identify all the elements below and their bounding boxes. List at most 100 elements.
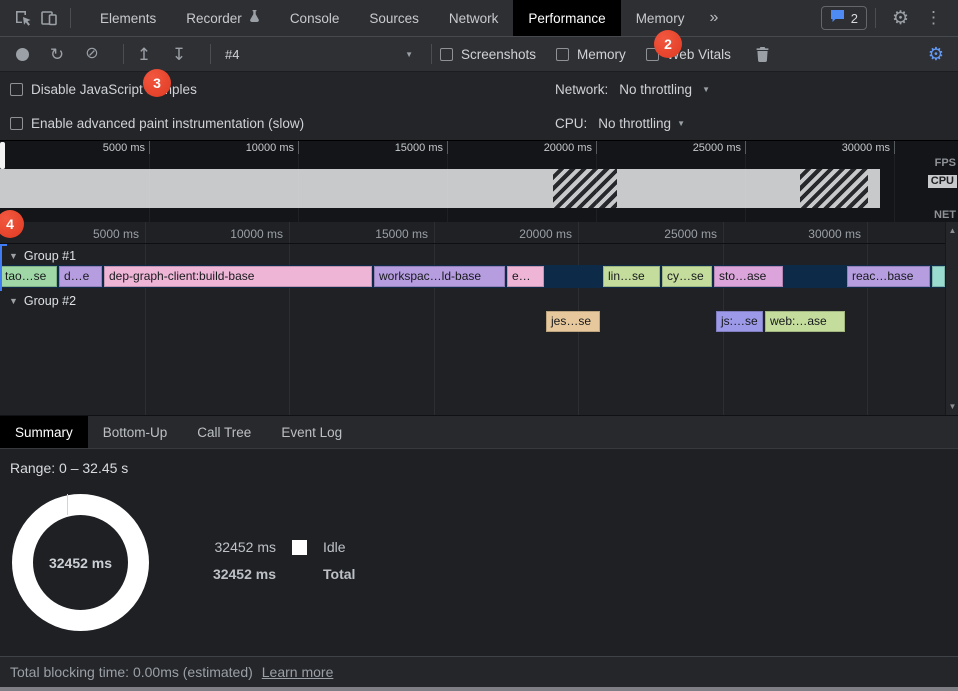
tab-performance[interactable]: Performance: [513, 0, 621, 36]
history-select[interactable]: #4 ▼: [225, 47, 413, 62]
network-label: Network:: [555, 81, 609, 97]
cpu-label: CPU:: [555, 115, 588, 131]
group-label: Group #2: [23, 294, 77, 308]
scroll-down-icon[interactable]: ▼: [948, 402, 957, 411]
tabbar-right-cluster: 2 ⚙ ⋮: [820, 6, 958, 30]
window-edge: [0, 687, 958, 691]
tab-recorder[interactable]: Recorder: [171, 0, 275, 36]
overview-grid-column: [596, 141, 597, 223]
more-tabs-chevron[interactable]: »: [709, 9, 719, 26]
clear-recording-icon[interactable]: ⊘: [85, 45, 99, 62]
flame-chart[interactable]: ▼ Group #1 tao…se d…e dep-graph-client:bui…: [0, 222, 958, 415]
group-1-header[interactable]: ▼ Group #1: [9, 249, 76, 263]
advanced-paint-checkbox[interactable]: Enable advanced paint instrumentation (s…: [10, 116, 304, 131]
overview-tick-mark: [745, 141, 746, 154]
tab-elements[interactable]: Elements: [85, 0, 171, 36]
checkbox-icon: [440, 47, 453, 61]
cpu-lane-label: CPU: [927, 175, 957, 188]
flame-bar[interactable]: reac…base: [847, 266, 930, 287]
checkbox-label: Screenshots: [461, 46, 537, 62]
flame-bar[interactable]: tao…se: [0, 266, 57, 287]
group-label: Group #1: [23, 249, 77, 263]
device-toolbar-icon[interactable]: [36, 5, 62, 31]
flame-bar[interactable]: dep-graph-client:build-base: [104, 266, 372, 287]
flame-bar[interactable]: workspac…ld-base: [374, 266, 505, 287]
tab-memory[interactable]: Memory: [621, 0, 700, 36]
chevron-down-icon: ▼: [702, 84, 710, 94]
fps-lane-label: FPS: [934, 157, 956, 169]
tab-label: Memory: [635, 10, 685, 26]
vertical-scrollbar[interactable]: ▲ ▼: [945, 222, 958, 415]
load-profile-icon[interactable]: ↥: [136, 44, 152, 64]
message-bubble-icon: [830, 10, 845, 26]
legend-value: 32452 ms: [212, 566, 276, 582]
divider: [874, 8, 876, 28]
overview-grid-column: [298, 141, 299, 223]
tab-event-log[interactable]: Event Log: [266, 416, 357, 448]
learn-more-link[interactable]: Learn more: [261, 664, 334, 680]
annotation-badge-3: 3: [143, 69, 171, 97]
checkbox-icon: [556, 47, 570, 61]
tab-network[interactable]: Network: [434, 0, 514, 36]
net-lane-label: NET: [934, 209, 956, 221]
overview-tick-label: 10000 ms: [245, 142, 294, 154]
inspect-element-icon[interactable]: [10, 5, 36, 31]
details-tabbar: Summary Bottom-Up Call Tree Event Log: [0, 415, 958, 449]
flame-tick-label: 10000 ms: [230, 227, 283, 241]
chevron-down-icon: ▼: [405, 49, 413, 59]
legend-spacer: [292, 567, 307, 582]
memory-checkbox[interactable]: Memory: [556, 47, 626, 62]
devtools-tabbar: Elements Recorder Console Sources Networ…: [0, 0, 958, 37]
chevron-down-icon: ▼: [677, 118, 685, 128]
overview-window-handle[interactable]: [0, 142, 5, 169]
capture-settings-gear-icon[interactable]: ⚙: [927, 43, 944, 64]
cpu-hatch-region: [800, 169, 868, 208]
flame-bar[interactable]: jes…se: [546, 311, 600, 332]
tab-label: Sources: [369, 10, 419, 26]
idle-swatch: [292, 539, 307, 555]
network-throttling-select[interactable]: No throttling ▼: [619, 82, 710, 97]
overview-tick-label: 15000 ms: [394, 142, 443, 154]
flame-bar[interactable]: sto…ase: [714, 266, 783, 287]
overview-tick-label: 20000 ms: [543, 142, 592, 154]
scroll-up-icon[interactable]: ▲: [948, 226, 957, 235]
issues-counter[interactable]: 2: [820, 6, 867, 30]
flame-tick-label: 5000 ms: [92, 227, 139, 241]
flame-bar[interactable]: [932, 266, 945, 287]
group-2-header[interactable]: ▼ Group #2: [9, 294, 76, 308]
flame-bar[interactable]: js:…se: [716, 311, 763, 332]
flame-bar[interactable]: web:…ase: [765, 311, 845, 332]
timeline-overview[interactable]: FPS CPU NET 5000 ms 10000 ms 15000 ms 20000…: [0, 140, 958, 223]
trash-icon[interactable]: [751, 42, 775, 66]
paint-instrumentation-row: Enable advanced paint instrumentation (s…: [0, 106, 958, 140]
tab-call-tree[interactable]: Call Tree: [182, 416, 266, 448]
collapse-triangle-icon: ▼: [9, 296, 18, 306]
tab-label: Performance: [528, 10, 606, 26]
menu-dots-icon[interactable]: ⋮: [925, 8, 942, 27]
tab-sources[interactable]: Sources: [354, 0, 434, 36]
overview-tick-mark: [894, 141, 895, 154]
checkbox-label: Memory: [577, 46, 626, 62]
flame-bar[interactable]: lin…se: [603, 266, 660, 287]
donut-slice-seam: [67, 494, 68, 515]
flame-bar[interactable]: cy…se: [662, 266, 712, 287]
screenshots-checkbox[interactable]: Screenshots: [440, 47, 536, 62]
overview-grid-column: [894, 141, 895, 223]
overview-tick-mark: [447, 141, 448, 154]
flame-bar[interactable]: d…e: [59, 266, 102, 287]
cpu-throttling-select[interactable]: No throttling ▼: [598, 116, 685, 131]
save-profile-icon[interactable]: ↧: [171, 44, 187, 64]
flame-bar[interactable]: e…: [507, 266, 544, 287]
tab-label: Bottom-Up: [102, 424, 168, 440]
overview-grid-column: [745, 141, 746, 223]
reload-and-record-icon[interactable]: ↻: [49, 44, 65, 64]
tab-console[interactable]: Console: [275, 0, 355, 36]
record-button[interactable]: [10, 42, 34, 66]
cpu-throttling-control: CPU: No throttling ▼: [555, 116, 685, 131]
overview-tick-mark: [298, 141, 299, 154]
tab-label: Recorder: [186, 10, 242, 26]
settings-gear-icon[interactable]: ⚙: [891, 7, 909, 29]
tab-summary[interactable]: Summary: [0, 416, 88, 448]
donut-total-label: 32452 ms: [48, 554, 113, 571]
tab-bottom-up[interactable]: Bottom-Up: [88, 416, 183, 448]
